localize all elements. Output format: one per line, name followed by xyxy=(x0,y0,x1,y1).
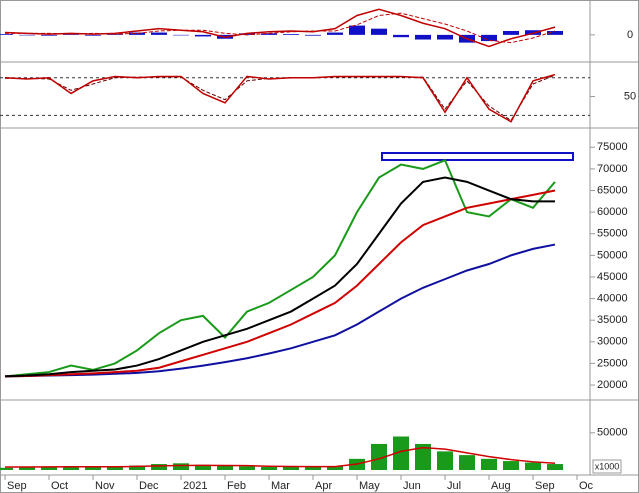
x-tick-label: Sep xyxy=(535,480,555,492)
bar xyxy=(283,466,299,470)
bar xyxy=(349,25,365,35)
bar xyxy=(19,467,35,470)
x-tick-label: Oct xyxy=(51,480,68,492)
bar xyxy=(195,464,211,470)
bar xyxy=(173,34,189,36)
series-line xyxy=(4,176,555,378)
y-tick-label: 60000 xyxy=(597,206,628,218)
y-tick-label: 0 xyxy=(627,29,633,41)
bar xyxy=(151,32,167,35)
y-tick-label: 50000 xyxy=(597,427,628,439)
series-line xyxy=(5,446,556,468)
bar xyxy=(503,461,519,470)
bar xyxy=(239,33,255,35)
bar xyxy=(0,34,13,35)
bar xyxy=(239,466,255,470)
unit-label: x1000 xyxy=(595,461,620,471)
bar xyxy=(327,32,343,35)
series-line xyxy=(4,243,556,378)
bar xyxy=(393,436,409,470)
bar xyxy=(173,463,189,470)
bar xyxy=(63,466,79,470)
y-tick-label: 70000 xyxy=(597,163,628,175)
x-tick-label: Jul xyxy=(447,480,461,492)
bar xyxy=(19,34,35,36)
bar xyxy=(393,34,409,38)
y-tick-label: 55000 xyxy=(597,228,628,240)
bar xyxy=(107,467,123,470)
signal-line xyxy=(5,74,556,122)
bar xyxy=(415,34,431,40)
bar xyxy=(415,443,431,470)
bar xyxy=(437,451,453,470)
x-tick-label: Mar xyxy=(271,480,290,492)
bar xyxy=(481,34,497,42)
series-line xyxy=(4,8,556,48)
bar xyxy=(305,34,321,36)
y-tick-label: 30000 xyxy=(597,336,628,348)
x-tick-label: Jun xyxy=(403,480,421,492)
resistance-box xyxy=(381,152,574,161)
y-tick-label: 50000 xyxy=(597,249,628,261)
unit-box xyxy=(592,459,622,474)
bar xyxy=(41,467,57,470)
y-tick-label: 75000 xyxy=(597,141,628,153)
y-tick-label: 20000 xyxy=(597,379,628,391)
bar xyxy=(85,467,101,470)
bar xyxy=(305,467,321,470)
bar xyxy=(261,33,277,35)
bar xyxy=(283,34,299,35)
x-tick-label: Oc xyxy=(579,480,594,492)
bar xyxy=(217,465,233,470)
x-tick-label: Aug xyxy=(491,480,511,492)
x-tick-label: May xyxy=(359,480,380,492)
series-line xyxy=(4,189,556,378)
y-tick-label: 65000 xyxy=(597,184,628,196)
y-tick-label: 25000 xyxy=(597,357,628,369)
bar xyxy=(151,464,167,470)
bar xyxy=(459,455,475,470)
bar xyxy=(129,465,145,470)
bar xyxy=(371,443,387,470)
x-tick-label: Feb xyxy=(227,480,246,492)
bar xyxy=(503,31,519,35)
bar xyxy=(195,34,211,37)
series-line xyxy=(4,158,556,378)
y-tick-label: 40000 xyxy=(597,292,628,304)
bar xyxy=(437,34,453,40)
bar xyxy=(327,466,343,470)
bar xyxy=(525,462,541,470)
bar xyxy=(0,467,13,470)
x-tick-label: 2021 xyxy=(183,480,207,492)
series-line xyxy=(4,73,556,123)
bar xyxy=(547,464,563,470)
bar xyxy=(261,467,277,470)
y-tick-label: 50 xyxy=(624,90,636,102)
y-tick-label: 45000 xyxy=(597,271,628,283)
x-tick-label: Sep xyxy=(7,480,27,492)
bar xyxy=(41,34,57,36)
bar xyxy=(481,458,497,470)
x-tick-label: Dec xyxy=(139,480,159,492)
x-tick-label: Apr xyxy=(315,480,332,492)
bar xyxy=(371,28,387,35)
y-tick-label: 35000 xyxy=(597,314,628,326)
bar xyxy=(85,34,101,36)
x-tick-label: Nov xyxy=(95,480,115,492)
bar xyxy=(547,31,563,35)
